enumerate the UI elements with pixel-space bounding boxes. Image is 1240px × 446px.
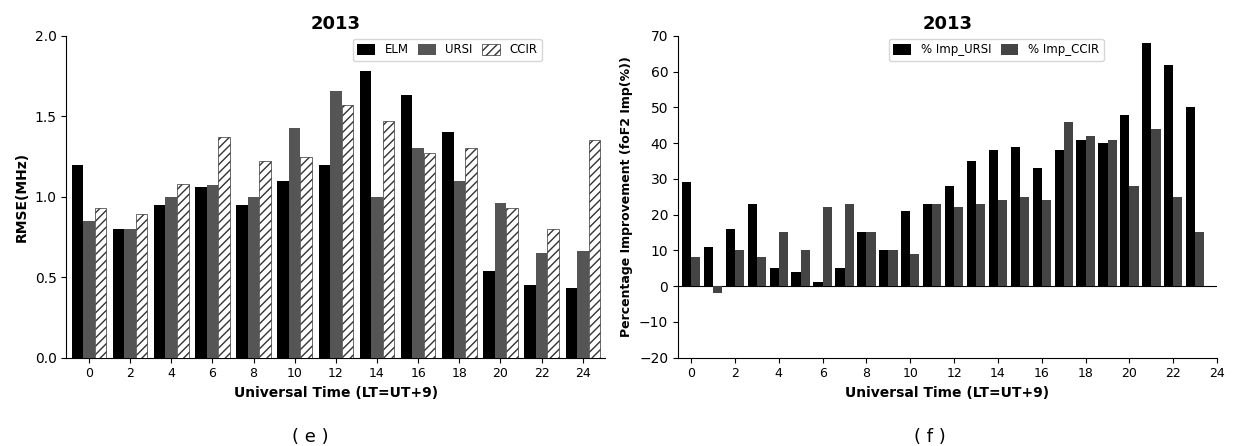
Bar: [713, 286, 722, 293]
Y-axis label: RMSE(MHz): RMSE(MHz): [15, 152, 29, 242]
Bar: [136, 215, 148, 358]
Bar: [165, 197, 177, 358]
Bar: [822, 207, 832, 286]
Bar: [577, 252, 589, 358]
Bar: [857, 232, 867, 286]
Bar: [901, 211, 910, 286]
Bar: [248, 197, 259, 358]
Bar: [330, 91, 341, 358]
Bar: [1019, 197, 1029, 286]
Bar: [932, 204, 941, 286]
Bar: [836, 268, 844, 286]
Legend: ELM, URSI, CCIR: ELM, URSI, CCIR: [352, 39, 542, 61]
Bar: [1107, 140, 1117, 286]
Bar: [1064, 122, 1073, 286]
Bar: [218, 137, 229, 358]
Bar: [495, 203, 506, 358]
Bar: [124, 229, 136, 358]
Bar: [484, 271, 495, 358]
Bar: [465, 149, 476, 358]
Bar: [1099, 143, 1107, 286]
Bar: [779, 232, 787, 286]
Bar: [83, 221, 94, 358]
Bar: [1195, 232, 1204, 286]
Y-axis label: Percentage Improvement (foF2 Imp(%)): Percentage Improvement (foF2 Imp(%)): [620, 56, 634, 337]
Bar: [525, 285, 536, 358]
Bar: [770, 268, 779, 286]
Bar: [1054, 150, 1064, 286]
Bar: [360, 71, 371, 358]
Bar: [113, 229, 124, 358]
Bar: [988, 150, 998, 286]
Bar: [976, 204, 986, 286]
X-axis label: Universal Time (LT=UT+9): Universal Time (LT=UT+9): [234, 386, 438, 400]
Bar: [1164, 65, 1173, 286]
Bar: [454, 181, 465, 358]
Legend: % Imp_URSI, % Imp_CCIR: % Imp_URSI, % Imp_CCIR: [889, 39, 1104, 61]
Bar: [506, 208, 518, 358]
Bar: [565, 289, 577, 358]
Bar: [259, 161, 270, 358]
Bar: [237, 205, 248, 358]
Bar: [300, 157, 312, 358]
Bar: [879, 250, 888, 286]
Bar: [1185, 107, 1195, 286]
Bar: [1042, 200, 1052, 286]
Bar: [401, 95, 413, 358]
Bar: [319, 165, 330, 358]
Bar: [177, 184, 188, 358]
Bar: [383, 121, 394, 358]
Bar: [945, 186, 954, 286]
Bar: [691, 257, 701, 286]
Bar: [278, 181, 289, 358]
Bar: [923, 204, 932, 286]
Bar: [547, 229, 559, 358]
Bar: [801, 250, 810, 286]
Bar: [910, 254, 920, 286]
Bar: [424, 153, 435, 358]
Text: ( e ): ( e ): [291, 428, 329, 446]
Bar: [813, 282, 822, 286]
Text: ( f ): ( f ): [914, 428, 946, 446]
Bar: [1142, 43, 1152, 286]
Bar: [1130, 186, 1138, 286]
Bar: [94, 208, 107, 358]
Bar: [998, 200, 1007, 286]
Bar: [954, 207, 963, 286]
Bar: [844, 204, 854, 286]
Bar: [413, 149, 424, 358]
Bar: [748, 204, 756, 286]
Bar: [1152, 129, 1161, 286]
Bar: [1173, 197, 1183, 286]
Bar: [735, 250, 744, 286]
Bar: [967, 161, 976, 286]
Bar: [195, 187, 207, 358]
Bar: [1033, 168, 1042, 286]
Bar: [154, 205, 165, 358]
Bar: [756, 257, 766, 286]
Bar: [791, 272, 801, 286]
Bar: [341, 105, 353, 358]
Bar: [289, 128, 300, 358]
Bar: [1086, 136, 1095, 286]
Bar: [1076, 140, 1086, 286]
Bar: [371, 197, 383, 358]
Bar: [536, 253, 547, 358]
Bar: [682, 182, 691, 286]
Bar: [704, 247, 713, 286]
Bar: [867, 232, 875, 286]
X-axis label: Universal Time (LT=UT+9): Universal Time (LT=UT+9): [846, 386, 1049, 400]
Bar: [725, 229, 735, 286]
Bar: [72, 165, 83, 358]
Bar: [441, 132, 454, 358]
Bar: [1011, 147, 1019, 286]
Bar: [207, 186, 218, 358]
Title: 2013: 2013: [311, 15, 361, 33]
Bar: [1120, 115, 1130, 286]
Title: 2013: 2013: [923, 15, 972, 33]
Bar: [589, 140, 600, 358]
Bar: [888, 250, 898, 286]
